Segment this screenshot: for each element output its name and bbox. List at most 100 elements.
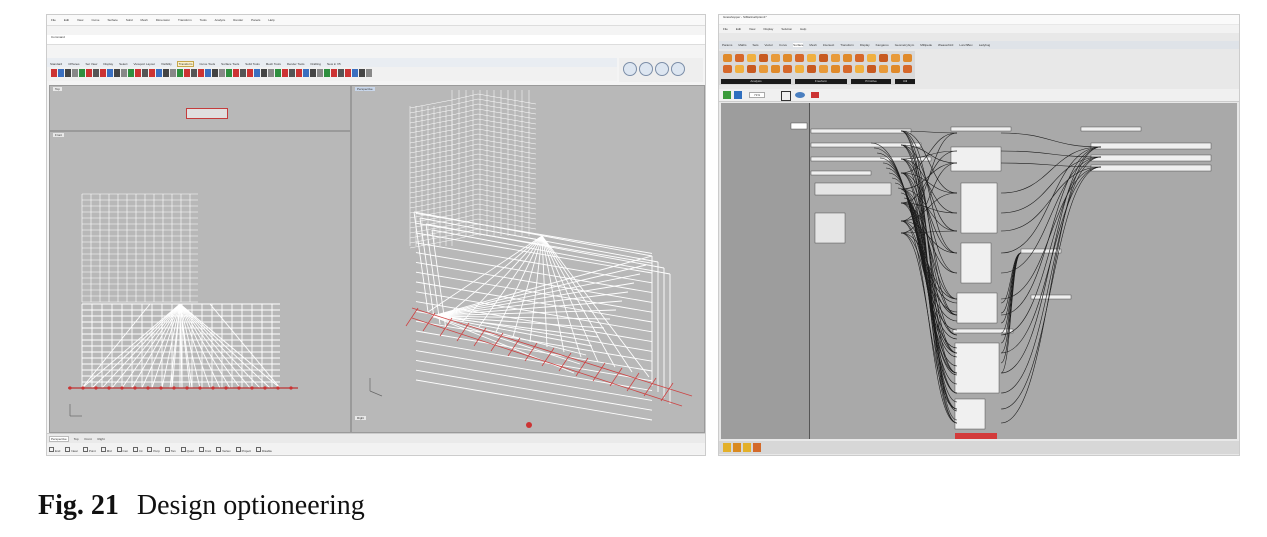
gh-component-icon[interactable]: [735, 54, 744, 62]
rhino-menu-item-5[interactable]: Solid: [125, 18, 133, 22]
viewport-front-label[interactable]: Front: [53, 133, 65, 137]
gh-component-icon[interactable]: [795, 54, 804, 62]
gh-tab-15[interactable]: Ladybug: [978, 43, 991, 47]
gh-component-icon[interactable]: [723, 65, 732, 73]
save-file-icon[interactable]: [734, 91, 742, 99]
toolbar-tool-icon[interactable]: [317, 69, 323, 77]
gh-menu-item-3[interactable]: Display: [763, 27, 774, 31]
gh-tab-4[interactable]: Curve: [779, 43, 788, 47]
gh-tab-14[interactable]: LunchBox: [959, 43, 973, 47]
toolbar-tool-icon[interactable]: [177, 69, 183, 77]
toolbar-tool-icon[interactable]: [86, 69, 92, 77]
osnap-checkbox-5[interactable]: Int: [133, 447, 142, 453]
viewport-front[interactable]: Front: [49, 131, 351, 433]
gh-component-icon[interactable]: [855, 65, 864, 73]
gh-component-icon[interactable]: [891, 65, 900, 73]
gh-component-icon[interactable]: [819, 65, 828, 73]
osnap-checkbox-11[interactable]: Project: [236, 447, 251, 453]
zoom-extents-icon[interactable]: [781, 91, 791, 101]
rhino-menu-item-11[interactable]: Render: [233, 18, 244, 22]
rhino-tab-10[interactable]: Solid Tools: [245, 62, 260, 66]
rhino-menu-item-10[interactable]: Analyze: [214, 18, 226, 22]
gh-menu-item-2[interactable]: View: [749, 27, 756, 31]
rhino-menu-item-7[interactable]: Dimension: [155, 18, 171, 22]
gh-component-icon[interactable]: [891, 54, 900, 62]
toolbar-tool-icon[interactable]: [107, 69, 113, 77]
toolbar-tool-icon[interactable]: [93, 69, 99, 77]
toolbar-tool-icon[interactable]: [240, 69, 246, 77]
gh-component-icon[interactable]: [843, 54, 852, 62]
rhino-tab-3[interactable]: Display: [103, 62, 114, 66]
rhino-tab-8[interactable]: Curve Tools: [199, 62, 216, 66]
toolbar-tool-icon[interactable]: [366, 69, 372, 77]
gh-component-icon[interactable]: [807, 54, 816, 62]
gh-tab-11[interactable]: GeometryGym: [894, 43, 915, 47]
gh-component-icon[interactable]: [795, 65, 804, 73]
gh-component-icon[interactable]: [867, 65, 876, 73]
gh-component-icon[interactable]: [783, 65, 792, 73]
gh-component-icon[interactable]: [759, 65, 768, 73]
toolbar-tool-icon[interactable]: [282, 69, 288, 77]
rhino-menu-item-12[interactable]: Panels: [251, 18, 261, 22]
rhino-menu-item-9[interactable]: Tools: [199, 18, 207, 22]
gh-tab-8[interactable]: Transform: [840, 43, 854, 47]
rhino-menu-item-4[interactable]: Surface: [107, 18, 118, 22]
toolbar-tool-icon[interactable]: [219, 69, 225, 77]
rhino-tab-1[interactable]: CPlanes: [68, 62, 80, 66]
rhino-tab-9[interactable]: Surface Tools: [221, 62, 240, 66]
pan-icon[interactable]: [655, 62, 669, 76]
gh-component-icon[interactable]: [903, 65, 912, 73]
toolbar-tool-icon[interactable]: [275, 69, 281, 77]
toolbar-tool-icon[interactable]: [128, 69, 134, 77]
viewport-top-label[interactable]: Top: [53, 87, 62, 91]
toolbar-tool-icon[interactable]: [58, 69, 64, 77]
rotate-view-icon[interactable]: [671, 62, 685, 76]
osnap-checkbox-0[interactable]: End: [49, 447, 60, 453]
toolbar-tool-icon[interactable]: [156, 69, 162, 77]
gh-component-icon[interactable]: [843, 65, 852, 73]
viewport-right-label[interactable]: Right: [355, 416, 367, 420]
osnap-checkbox-12[interactable]: Disable: [256, 447, 272, 453]
rhino-tab-11[interactable]: Mesh Tools: [265, 62, 281, 66]
open-file-icon[interactable]: [723, 91, 731, 99]
gh-component-icon[interactable]: [831, 65, 840, 73]
toolbar-tool-icon[interactable]: [331, 69, 337, 77]
toolbar-tool-icon[interactable]: [149, 69, 155, 77]
gh-tab-2[interactable]: Sets: [752, 43, 759, 47]
gh-tab-12[interactable]: Millipede: [920, 43, 933, 47]
rhino-tab-7[interactable]: Transform: [176, 61, 195, 67]
rhino-menu-item-2[interactable]: View: [77, 18, 84, 22]
rhino-tab-0[interactable]: Standard: [50, 62, 63, 66]
viewport-top[interactable]: Top: [49, 85, 351, 131]
toolbar-tool-icon[interactable]: [254, 69, 260, 77]
toolbar-tool-icon[interactable]: [289, 69, 295, 77]
osnap-checkbox-3[interactable]: Mid: [101, 447, 112, 453]
toolbar-tool-icon[interactable]: [345, 69, 351, 77]
rhino-tab-4[interactable]: Select: [119, 62, 128, 66]
gh-menu-item-1[interactable]: Edit: [735, 27, 742, 31]
toolbar-tool-icon[interactable]: [114, 69, 120, 77]
gh-component-icon[interactable]: [759, 54, 768, 62]
gh-component-icon[interactable]: [831, 54, 840, 62]
toolbar-tool-icon[interactable]: [352, 69, 358, 77]
gh-tab-7[interactable]: Intersect: [822, 43, 835, 47]
gh-tab-6[interactable]: Mesh: [809, 43, 817, 47]
toolbar-tool-icon[interactable]: [100, 69, 106, 77]
gh-menu-item-5[interactable]: Help: [800, 27, 807, 31]
gh-component-icon[interactable]: [735, 65, 744, 73]
gh-tab-1[interactable]: Maths: [738, 43, 747, 47]
osnap-checkbox-7[interactable]: Tan: [165, 447, 176, 453]
rhino-menu-item-1[interactable]: Edit: [63, 18, 70, 22]
rhino-tab-6[interactable]: Visibility: [160, 62, 172, 66]
rhino-tab-13[interactable]: Drafting: [310, 62, 321, 66]
rhino-menu-item-8[interactable]: Transform: [178, 18, 192, 22]
viewport-tab-0[interactable]: Perspective: [49, 436, 69, 442]
rhino-menu-item-13[interactable]: Help: [268, 18, 275, 22]
gh-component-icon[interactable]: [771, 65, 780, 73]
rhino-menu-item-3[interactable]: Curve: [91, 18, 100, 22]
gh-component-icon[interactable]: [819, 54, 828, 62]
viewport-tab-3[interactable]: Right: [97, 437, 105, 441]
toolbar-tool-icon[interactable]: [72, 69, 78, 77]
gh-canvas[interactable]: [721, 103, 1237, 439]
toolbar-tool-icon[interactable]: [198, 69, 204, 77]
